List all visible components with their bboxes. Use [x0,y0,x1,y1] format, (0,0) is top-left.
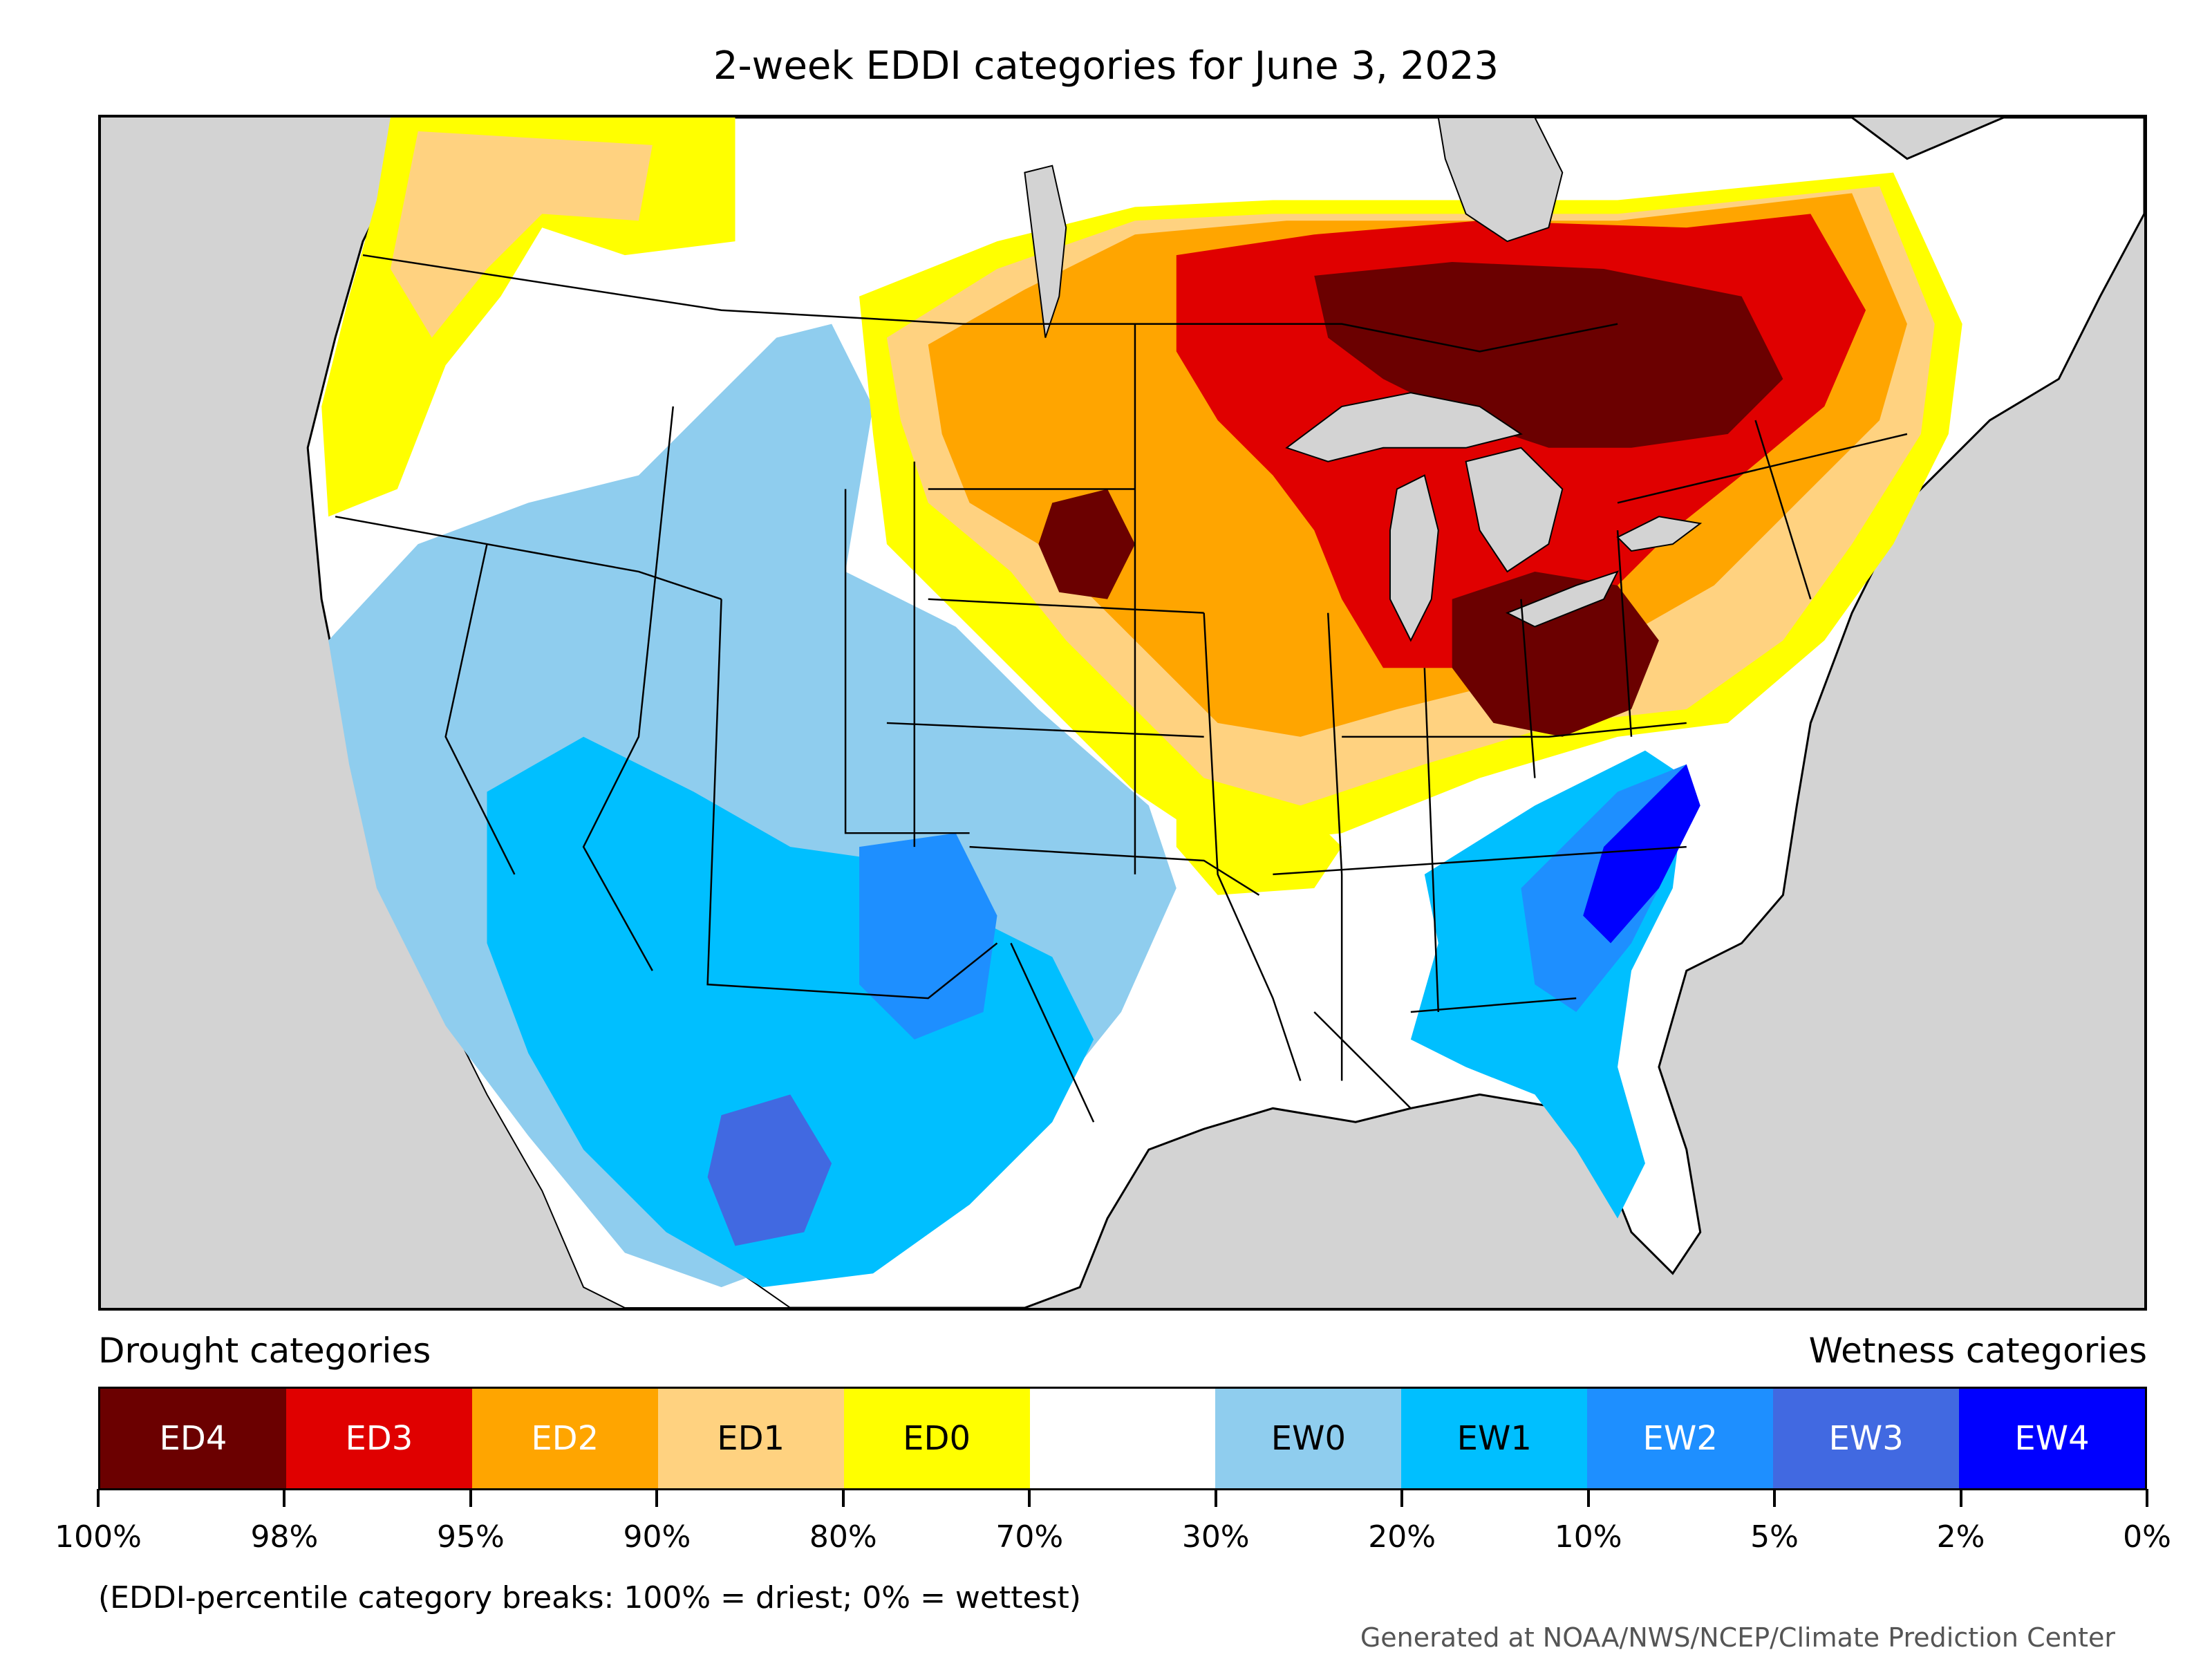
colorbar-tick-label: 100% [55,1519,142,1555]
state-borders [335,254,1908,1123]
colorbar-tick [1586,1489,1590,1507]
lake-ontario [1616,516,1703,552]
legend-category-ed3: ED3 [285,1389,472,1488]
colorbar-tick-label: 80% [809,1519,877,1555]
legend-category-ed1: ED1 [657,1389,844,1488]
eddi-map [98,115,2147,1311]
colorbar-tick-label: 2% [1936,1519,1985,1555]
colorbar-tick [283,1489,286,1507]
legend-category-ed4: ED4 [100,1389,286,1488]
lake-huron [1465,447,1564,573]
colorbar-tick [1028,1489,1031,1507]
lake-michigan [1389,474,1439,642]
colorbar-tick-label: 95% [437,1519,505,1555]
drought-heading: Drought categories [98,1331,431,1371]
colorbar-ticks [97,1489,2148,1510]
category-colorbar: ED4 ED3 ED2 ED1 ED0 EW0 EW1 EW2 EW3 EW4 [98,1387,2147,1490]
colorbar-tick-label: 30% [1181,1519,1250,1555]
colorbar-tick [97,1489,100,1507]
ohio-dark [1452,571,1659,737]
legend-category-ew2: EW2 [1587,1389,1774,1488]
wetness-heading: Wetness categories [1808,1331,2147,1371]
colorbar-tick-label: 90% [623,1519,691,1555]
chihuahua-blue [707,1094,832,1246]
colorbar-tick [469,1489,472,1507]
map-title: 2-week EDDI categories for June 3, 2023 [713,44,1499,88]
colorbar-tick-label: 5% [1750,1519,1799,1555]
colorbar-tick [1214,1489,1217,1507]
colorbar-tick [1400,1489,1404,1507]
credit-line: Generated at NOAA/NWS/NCEP/Climate Predi… [1360,1622,2115,1653]
colorbar-tick-label: 20% [1368,1519,1436,1555]
new-mexico-blue [859,833,997,1040]
colorbar-tick [2146,1489,2148,1507]
legend-category-ed0: ED0 [843,1389,1030,1488]
colorbar-tick-label: 98% [250,1519,319,1555]
colorbar-tick [1959,1489,1962,1507]
hudson-bay-lake [1437,118,1564,243]
southwest-blue [487,736,1094,1288]
lake-superior [1285,392,1523,462]
colorbar-tick [1773,1489,1777,1507]
lake-winnipeg [1024,165,1067,338]
colorbar-tick-label: 10% [1554,1519,1622,1555]
colorbar-tick-label: 0% [2123,1519,2171,1555]
carolina-coast [1583,764,1700,944]
colorbar-tick-label: 70% [995,1519,1064,1555]
northwest-tan [390,131,653,338]
dakota-dark [1038,489,1135,599]
legend-category-normal [1029,1389,1216,1488]
map-svg [306,118,2144,1308]
colorbar-tick [841,1489,845,1507]
colorbar-tick [655,1489,659,1507]
lake-erie [1506,570,1620,628]
legend-category-ew0: EW0 [1215,1389,1402,1488]
legend-category-ew4: EW4 [1959,1389,2145,1488]
category-note: (EDDI-percentile category breaks: 100% =… [98,1580,1081,1615]
legend-category-ed2: ED2 [471,1389,658,1488]
legend-category-ew1: EW1 [1401,1389,1588,1488]
legend-category-ew3: EW3 [1773,1389,1960,1488]
